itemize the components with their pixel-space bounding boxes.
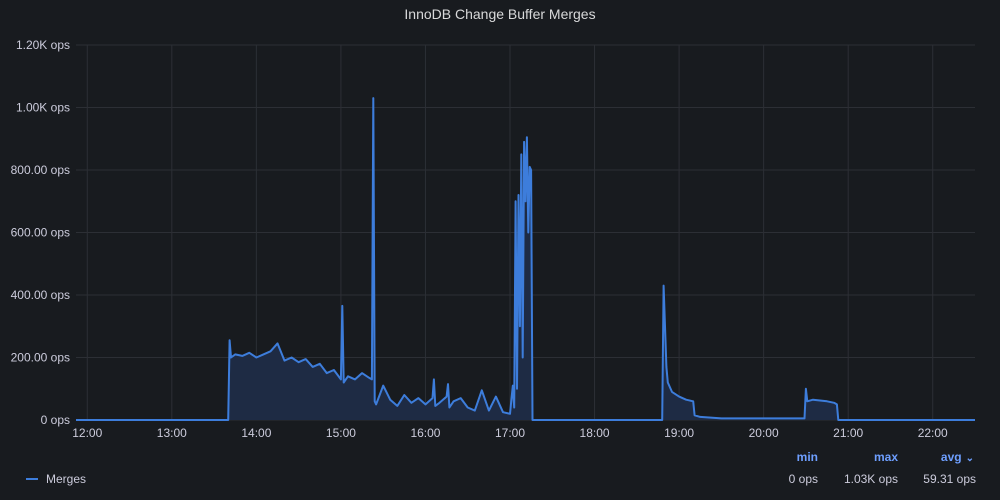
y-axis-labels: 0 ops 200.00 ops 400.00 ops 600.00 ops 800.0…	[11, 38, 70, 427]
x-tick-label: 15:00	[326, 426, 356, 440]
chevron-down-icon: ⌄	[965, 453, 974, 464]
legend-header-avg-label: avg	[940, 450, 962, 464]
y-tick-label: 800.00 ops	[11, 163, 70, 177]
x-tick-label: 13:00	[157, 426, 187, 440]
x-tick-label: 14:00	[241, 426, 271, 440]
x-tick-label: 20:00	[749, 426, 779, 440]
y-tick-label: 400.00 ops	[11, 288, 70, 302]
legend-header-min[interactable]: min	[796, 450, 818, 464]
x-tick-label: 19:00	[664, 426, 694, 440]
y-tick-label: 600.00 ops	[11, 226, 70, 240]
panel-title[interactable]: InnoDB Change Buffer Merges	[404, 6, 596, 22]
legend: min max avg ⌄ Merges 0 ops 1.03K ops 59.3…	[0, 440, 1000, 500]
y-tick-label: 200.00 ops	[11, 351, 70, 365]
chart-area[interactable]: 0 ops 200.00 ops 400.00 ops 600.00 ops 800.0…	[0, 0, 1000, 440]
x-tick-label: 16:00	[410, 426, 440, 440]
y-tick-label: 1.00K ops	[16, 101, 70, 115]
series-line-merges[interactable]	[76, 97, 975, 421]
legend-swatch	[26, 478, 38, 480]
y-tick-label: 0 ops	[41, 413, 70, 427]
legend-value-max: 1.03K ops	[843, 472, 898, 486]
x-tick-label: 18:00	[580, 426, 610, 440]
legend-series-name: Merges	[46, 472, 87, 486]
legend-header-avg[interactable]: avg ⌄	[894, 450, 974, 464]
x-tick-label: 17:00	[495, 426, 525, 440]
y-tick-label: 1.20K ops	[16, 38, 70, 52]
legend-header-max[interactable]: max	[873, 450, 898, 464]
legend-value-min: 0 ops	[788, 472, 818, 486]
x-axis-labels: 12:00 13:00 14:00 15:00 16:00 17:00 18:00 19:00…	[72, 426, 948, 440]
series-area-merges	[76, 98, 975, 420]
legend-value-avg: 59.31 ops	[923, 472, 976, 486]
x-tick-label: 22:00	[918, 426, 948, 440]
x-tick-label: 21:00	[833, 426, 863, 440]
x-tick-label: 12:00	[72, 426, 102, 440]
legend-item-merges[interactable]: Merges	[26, 472, 86, 486]
